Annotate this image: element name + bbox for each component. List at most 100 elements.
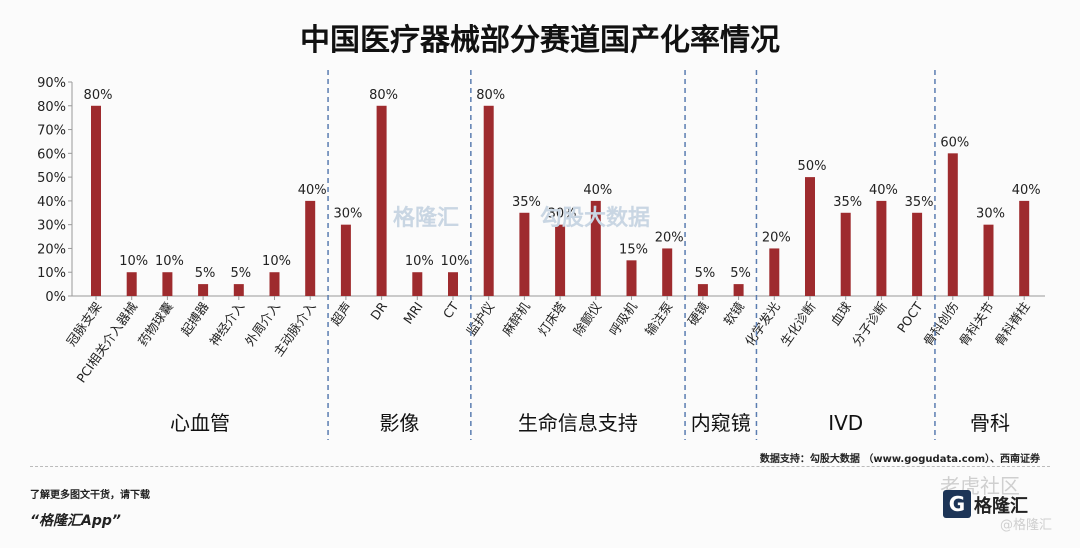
bar-value-label: 10% [262,254,291,269]
bar-value-label: 80% [84,88,113,103]
category-label: 软镜 [720,299,747,328]
bar-value-label: 10% [405,254,434,269]
category-label: 监护仪 [463,299,497,339]
category-label: 灯床塔 [535,299,569,339]
y-tick-label: 40% [37,195,66,210]
chart-title: 中国医疗器械部分赛道国产化率情况 [300,23,780,58]
y-tick-label: 50% [37,171,66,186]
category-label: 骨科脊柱 [992,299,1033,349]
category-label: 呼吸机 [606,299,640,339]
bar-value-label: 5% [695,266,716,281]
bar-value-label: 40% [869,183,898,198]
bar [305,200,316,296]
category-label: 骨科创伤 [920,299,961,349]
category-label: 输注泵 [642,299,676,338]
bar-value-label: 10% [441,254,470,269]
category-label: 起搏器 [178,299,212,339]
category-label: 生化诊断 [777,299,818,349]
download-note: 了解更多图文干货，请下载 [30,490,150,501]
group-label: 内窥镜 [691,411,751,435]
y-tick-label: 90% [37,76,66,91]
bar [233,284,244,296]
bar-value-label: 80% [476,88,505,103]
bar-value-label: 30% [333,207,362,222]
bar-value-label: 35% [512,195,541,210]
group-label: 心血管 [170,411,230,435]
watermark-handle: @格隆汇 [1000,518,1053,533]
category-label: 骨科关节 [956,299,997,349]
category-label: 除颤仪 [570,299,604,339]
y-tick-label: 70% [37,124,66,139]
bar [269,272,280,296]
category-label: 超声 [328,299,355,328]
bar [733,284,744,296]
bar [162,272,173,296]
y-tick-label: 0% [45,290,66,305]
bar-value-label: 60% [940,135,969,150]
category-label: 化学发光 [742,299,783,349]
group-label: IVD [828,411,863,435]
bar-value-label: 5% [230,266,251,281]
category-label: CT [440,299,462,321]
y-tick-label: 20% [37,242,66,257]
bar [626,260,637,296]
category-label: 神经介入 [206,299,247,349]
group-label: 影像 [379,411,419,435]
bar-value-label: 40% [298,183,327,198]
y-tick-label: 10% [37,266,66,281]
category-label: POCT [894,299,926,336]
category-label: MRI [400,299,426,327]
bar [805,177,815,296]
category-label: 分子诊断 [849,299,890,349]
bar-value-label: 15% [619,242,648,257]
bar [1019,200,1030,296]
y-tick-label: 80% [37,100,66,115]
bar [555,224,566,296]
bar [590,200,601,296]
y-tick-label: 30% [37,219,66,234]
bar [769,248,780,296]
category-label: DR [367,299,390,323]
bar [448,272,458,296]
bar [126,272,137,296]
bar-value-label: 5% [195,266,216,281]
bar [519,212,530,296]
group-label: 生命信息支持 [518,411,638,435]
bar [340,224,351,296]
watermark-gogudata: 勾股大数据 [540,206,651,231]
bar [697,284,708,296]
bar [840,212,851,296]
watermark-logo-text: 格隆汇 [974,496,1028,517]
bar-value-label: 30% [548,207,577,222]
bar-value-label: 20% [655,230,684,245]
gelonghui-logo-icon: G [943,490,971,518]
bar-value-label: 35% [905,195,934,210]
bar-value-label: 40% [583,183,612,198]
category-label: 血球 [828,299,855,328]
data-source: 数据支持：勾股大数据 （www.gogudata.com）、西南证券 [759,454,1040,465]
bar [376,105,387,297]
bar [983,224,994,296]
bar-value-label: 50% [798,159,827,174]
bar [483,105,494,297]
bar-value-label: 5% [730,266,751,281]
bar-value-label: 35% [833,195,862,210]
bar-value-label: 40% [1012,183,1041,198]
bar [912,212,923,296]
app-name: “格隆汇App” [30,513,121,529]
bar [412,272,423,296]
y-tick-label: 60% [37,147,66,162]
bar [198,284,209,296]
bar [662,248,673,296]
bar [91,105,101,297]
footer-divider [30,466,1050,467]
bar-value-label: 80% [369,88,398,103]
bar [947,153,958,296]
category-label: 药物球囊 [135,299,176,349]
bar-value-label: 20% [762,230,791,245]
category-label: 硬镜 [685,299,712,328]
bar-value-label: 30% [976,207,1005,222]
bar-value-label: 10% [119,254,148,269]
